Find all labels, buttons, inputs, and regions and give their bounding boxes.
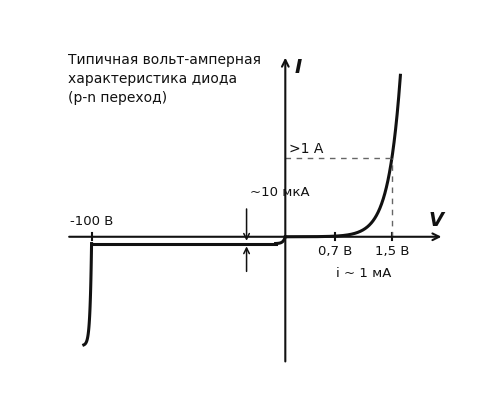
Text: I: I <box>295 58 302 77</box>
Text: 1,5 В: 1,5 В <box>374 245 409 258</box>
Text: ~10 мкА: ~10 мкА <box>250 186 310 199</box>
Text: (р-n переход): (р-n переход) <box>68 90 168 105</box>
Text: V: V <box>429 211 444 230</box>
Text: Типичная вольт-амперная: Типичная вольт-амперная <box>68 53 262 67</box>
Text: >1 А: >1 А <box>289 142 324 156</box>
Text: характеристика диода: характеристика диода <box>68 72 237 86</box>
Text: 0,7 В: 0,7 В <box>318 245 352 258</box>
Text: -100 В: -100 В <box>70 215 113 228</box>
Text: i ~ 1 мА: i ~ 1 мА <box>336 267 391 281</box>
